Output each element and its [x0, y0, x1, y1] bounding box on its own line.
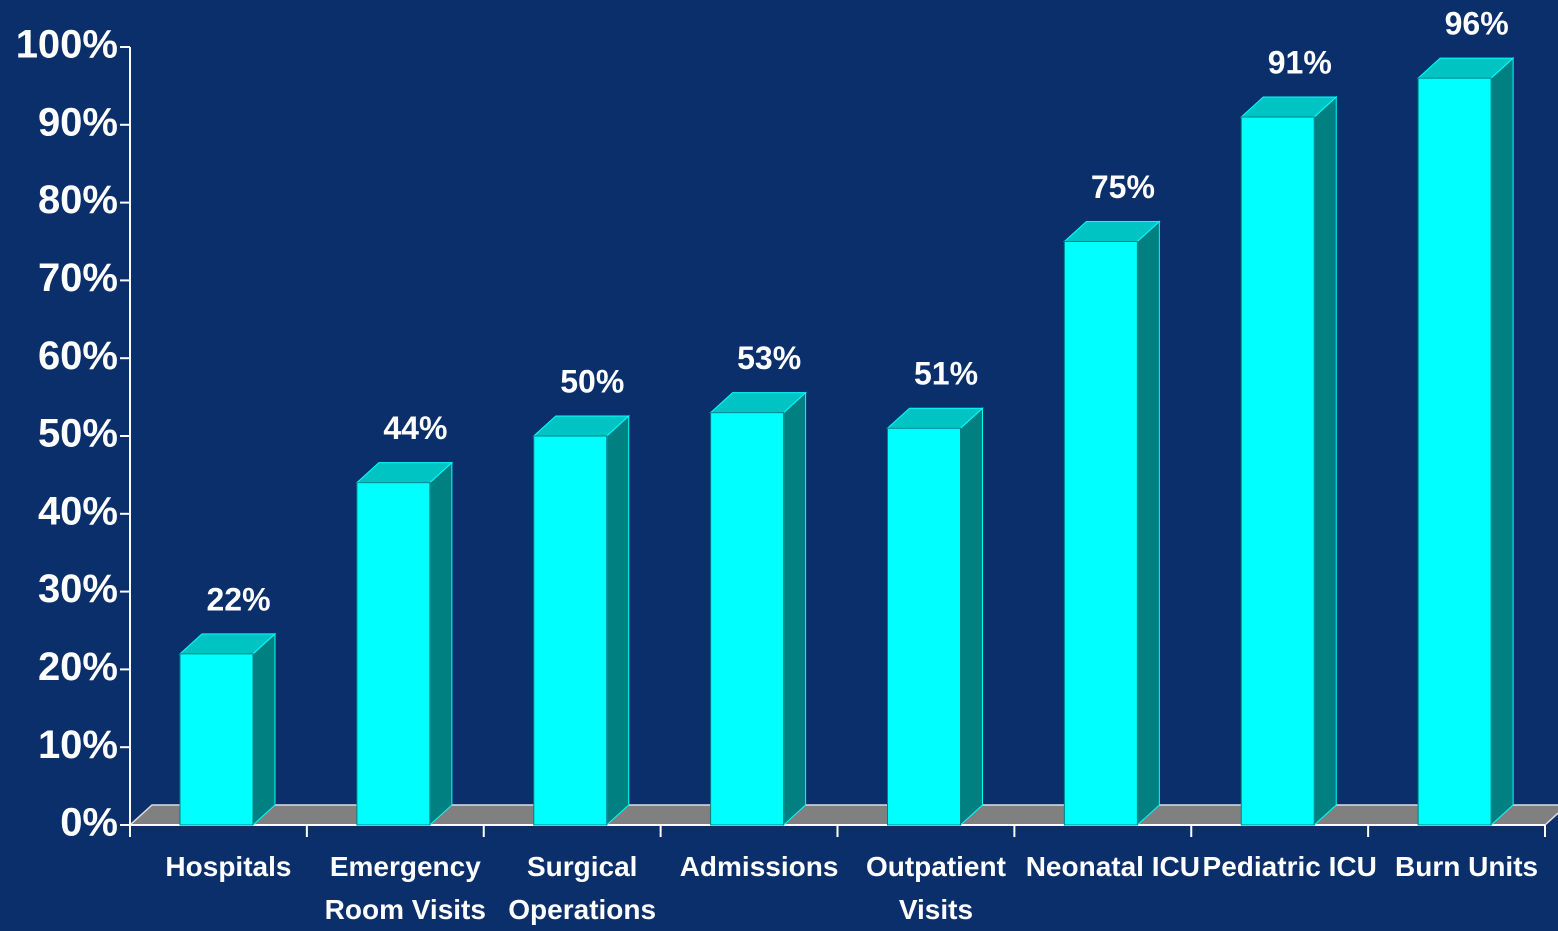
bar-side	[1313, 95, 1337, 827]
bar	[355, 461, 454, 827]
value-label: 53%	[737, 340, 801, 376]
bar-front	[356, 482, 431, 826]
x-tick-label: Neonatal ICU	[1025, 851, 1200, 882]
x-tick-label: Admissions	[679, 851, 839, 882]
bar	[1063, 220, 1161, 827]
y-tick-label: 90%	[38, 100, 118, 144]
value-label: 50%	[560, 363, 624, 399]
bar-side	[429, 461, 453, 827]
bar-side	[1490, 56, 1514, 827]
bar	[886, 407, 984, 827]
value-label: 51%	[914, 356, 978, 392]
y-tick-label: 100%	[16, 23, 118, 67]
bar-front	[179, 653, 254, 826]
x-tick-label: Burn Units	[1395, 851, 1539, 882]
y-tick-label: 10%	[38, 723, 118, 767]
bar-front	[887, 427, 961, 826]
y-tick-label: 40%	[38, 489, 118, 533]
y-tick-label: 20%	[38, 645, 118, 689]
y-tick-label: 30%	[38, 567, 118, 611]
bar-front	[533, 435, 608, 826]
bar-side	[783, 391, 807, 827]
value-label: 91%	[1268, 44, 1332, 80]
bar-side	[606, 414, 630, 827]
y-tick-label: 60%	[38, 334, 118, 378]
value-label: 96%	[1445, 6, 1509, 42]
y-tick-label: 50%	[38, 412, 118, 456]
bar-front	[1063, 241, 1138, 826]
y-tick-label: 80%	[38, 178, 118, 222]
value-label: 22%	[206, 581, 270, 617]
x-tick-label: Surgical Operations	[508, 851, 657, 925]
bar	[178, 632, 277, 827]
bar-front	[1417, 77, 1492, 826]
x-tick-label: Pediatric ICU	[1202, 851, 1377, 882]
y-tick-label: 0%	[60, 801, 118, 845]
bar-front	[1240, 116, 1315, 826]
x-tick-label: Outpatient Visits	[865, 851, 1006, 925]
bar	[532, 414, 631, 827]
x-tick-label: Hospitals	[165, 851, 292, 882]
value-label: 44%	[383, 410, 447, 446]
bar-side	[1136, 220, 1160, 827]
floor	[128, 804, 1558, 826]
bar-front	[710, 412, 785, 826]
bar	[1416, 56, 1515, 827]
bar-side	[960, 407, 983, 827]
y-tick-label: 70%	[38, 256, 118, 300]
x-tick-label: Emergency Room Visits	[324, 851, 486, 925]
value-label: 75%	[1091, 169, 1155, 205]
bar	[1239, 95, 1338, 827]
bar	[709, 391, 807, 827]
bar-side	[252, 632, 276, 827]
